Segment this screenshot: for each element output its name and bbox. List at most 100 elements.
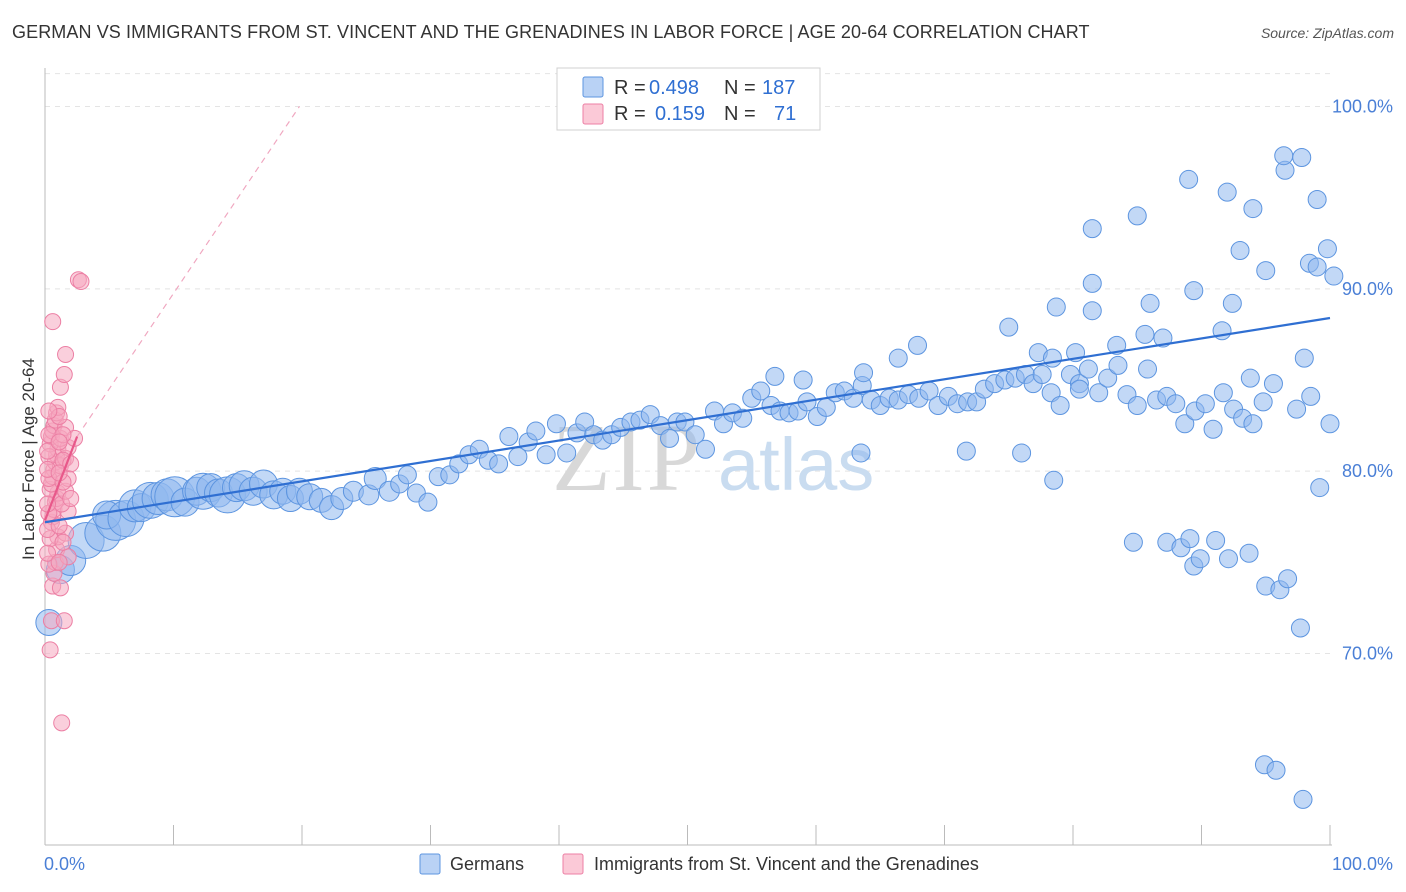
germans-point-131	[888, 348, 908, 368]
trend-line-immigrants-extended	[76, 106, 300, 437]
x-tick-label-1: 100.0%	[1332, 854, 1393, 874]
gridlines	[45, 73, 1330, 655]
germans-point-186	[1324, 266, 1344, 286]
germans-point-164	[1278, 569, 1298, 589]
germans-point-47	[499, 427, 519, 447]
germans-point-181	[1127, 206, 1147, 226]
germans-point-74	[751, 381, 771, 401]
bottom-legend-immigrants: Immigrants from St. Vincent and the Gren…	[594, 854, 979, 874]
germans-point-152	[1069, 379, 1089, 399]
chart-source: Source: ZipAtlas.com	[1260, 25, 1394, 41]
germans-point-188	[1266, 760, 1286, 780]
germans-point-72	[733, 408, 753, 428]
series-svg-immigrants-points	[39, 271, 90, 732]
watermark-atlas: atlas	[718, 423, 874, 506]
bottom-legend-swatch-germans	[419, 853, 441, 875]
immigrants-point-68	[50, 433, 68, 451]
immigrants-point-29	[55, 366, 73, 384]
germans-point-141	[1184, 281, 1204, 301]
germans-point-171	[1292, 148, 1312, 168]
germans-point-189	[1293, 789, 1313, 809]
germans-point-64	[660, 428, 680, 448]
immigrants-point-59	[39, 442, 57, 460]
germans-point-123	[1213, 383, 1233, 403]
germans-point-185	[1046, 297, 1066, 317]
legend-swatch-pink	[582, 103, 604, 125]
immigrants-point-36	[51, 579, 69, 597]
germans-point-46	[489, 454, 509, 474]
germans-point-159	[1206, 530, 1226, 550]
bottom-legend-germans: Germans	[450, 854, 524, 874]
germans-point-151	[1044, 470, 1064, 490]
legend-n-value-0: 187	[762, 77, 795, 99]
germans-point-67	[685, 425, 705, 445]
immigrants-point-0	[41, 641, 59, 659]
immigrants-point-60	[39, 544, 57, 562]
legend-n-value-1: 71	[774, 103, 796, 125]
germans-point-52	[546, 414, 566, 434]
legend-r-label-1: R =	[614, 103, 646, 125]
immigrants-point-69	[62, 490, 80, 508]
y-tick-label-1: 80.0%	[1342, 461, 1393, 481]
immigrants-point-55	[40, 402, 58, 420]
germans-point-138	[1107, 335, 1127, 355]
germans-point-34	[363, 466, 387, 490]
germans-point-148	[851, 443, 871, 463]
germans-point-109	[1078, 359, 1098, 379]
germans-point-104	[1032, 365, 1052, 385]
germans-point-177	[1317, 239, 1337, 259]
immigrants-point-34	[53, 714, 71, 732]
immigrants-point-66	[50, 517, 68, 535]
germans-point-118	[1166, 394, 1186, 414]
series-germans-points	[35, 146, 1344, 809]
germans-point-128	[765, 366, 785, 386]
germans-point-110	[1089, 383, 1109, 403]
y-tick-label-0: 70.0%	[1342, 644, 1393, 664]
germans-point-145	[1263, 374, 1283, 394]
germans-point-111	[1098, 368, 1118, 388]
germans-point-146	[1287, 399, 1307, 419]
legend-r-label-0: R =	[614, 77, 646, 99]
germans-point-114	[1127, 396, 1147, 416]
germans-point-144	[1240, 368, 1260, 388]
germans-point-133	[999, 317, 1019, 337]
legend-n-label-1: N =	[724, 103, 756, 125]
germans-point-122	[1203, 419, 1223, 439]
germans-point-165	[1290, 618, 1310, 638]
germans-point-161	[1239, 543, 1259, 563]
trend-line-germans	[44, 316, 1331, 524]
germans-point-178	[1307, 189, 1327, 209]
trend-line-immigrants	[43, 436, 79, 521]
germans-point-140	[1153, 328, 1173, 348]
germans-point-147	[1294, 348, 1314, 368]
germans-point-119	[1175, 414, 1195, 434]
germans-point-153	[1123, 532, 1143, 552]
germans-point-115	[1138, 359, 1158, 379]
y-tick-labels: 70.0% 80.0% 90.0% 100.0%	[1332, 96, 1393, 663]
germans-point-183	[1082, 273, 1102, 293]
y-tick-label-2: 90.0%	[1342, 279, 1393, 299]
germans-point-53	[557, 443, 577, 463]
germans-point-143	[1222, 293, 1242, 313]
germans-point-139	[1135, 324, 1155, 344]
germans-point-170	[1274, 146, 1294, 166]
germans-point-121	[1195, 394, 1215, 414]
germans-point-137	[1082, 301, 1102, 321]
germans-point-167	[1310, 478, 1330, 498]
germans-point-132	[908, 335, 928, 355]
germans-point-129	[793, 370, 813, 390]
immigrants-point-31	[44, 313, 62, 331]
legend-r-value-0: 0.498	[649, 77, 699, 99]
x-tick-label-0: 0.0%	[44, 854, 85, 874]
germans-point-150	[1012, 443, 1032, 463]
germans-point-130	[854, 363, 874, 383]
germans-point-68	[695, 439, 715, 459]
trend-lines	[43, 106, 1331, 524]
germans-point-179	[1217, 182, 1237, 202]
germans-point-158	[1190, 549, 1210, 569]
y-tick-label-3: 100.0%	[1332, 96, 1393, 116]
germans-point-176	[1307, 257, 1327, 277]
legend-swatch-blue	[582, 76, 604, 98]
germans-point-173	[1230, 241, 1250, 261]
